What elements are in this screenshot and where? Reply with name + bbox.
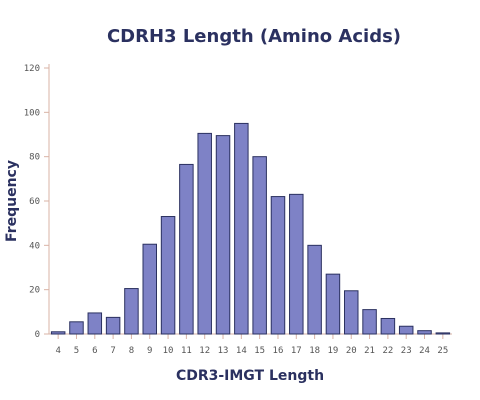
x-tick-label: 24 (419, 346, 430, 356)
x-tick-label: 4 (55, 346, 60, 356)
bar-length-4 (50, 331, 66, 335)
x-tick-label: 7 (110, 346, 115, 356)
x-tick-label: 9 (147, 346, 152, 356)
x-tick-label: 23 (401, 346, 412, 356)
x-tick-label: 18 (309, 346, 320, 356)
y-tick-label: 0 (35, 330, 40, 340)
bar-length-19 (325, 273, 341, 335)
bar-length-18 (307, 244, 322, 335)
x-tick-label: 5 (74, 346, 79, 356)
bar-length-6 (87, 312, 103, 335)
y-tick-label: 40 (29, 241, 40, 251)
x-tick-label: 17 (291, 346, 302, 356)
bar-length-16 (270, 196, 286, 335)
bar-length-10 (160, 216, 176, 335)
bar-length-12 (197, 132, 212, 335)
y-tick-label: 100 (24, 108, 40, 118)
x-axis: 4 5 6 7 8 9 10 11 12 13 14 15 16 17 18 19 20 21 22 23 24 25 (49, 333, 452, 356)
x-tick-label: 14 (236, 346, 247, 356)
x-tick-label: 19 (328, 346, 339, 356)
bar-length-17 (289, 193, 304, 335)
bar-length-23 (398, 325, 414, 335)
x-tick-label: 25 (437, 346, 448, 356)
bar-length-15 (252, 156, 267, 335)
x-tick-label: 13 (218, 346, 229, 356)
x-tick-label: 10 (163, 346, 174, 356)
bar-length-24 (417, 330, 432, 335)
bars (50, 122, 451, 335)
x-axis-title: CDR3-IMGT Length (176, 368, 324, 384)
bar-length-5 (69, 321, 84, 335)
bar-length-22 (380, 317, 396, 335)
y-tick-label: 20 (29, 286, 40, 296)
y-tick-label: 60 (29, 197, 40, 207)
bar-length-21 (362, 309, 377, 335)
bar-length-14 (234, 122, 249, 335)
bar-length-13 (215, 135, 231, 335)
chart-title: CDRH3 Length (Amino Acids) (107, 26, 401, 47)
bar-length-11 (179, 163, 194, 335)
bar-length-8 (124, 288, 139, 335)
x-tick-label: 8 (129, 346, 134, 356)
x-tick-label: 12 (199, 346, 210, 356)
bar-length-7 (105, 316, 121, 335)
bar-length-20 (344, 290, 359, 335)
y-tick-label: 80 (29, 153, 40, 163)
y-tick-label: 120 (24, 64, 40, 74)
y-axis-title: Frequency (4, 160, 20, 242)
x-tick-label: 22 (382, 346, 393, 356)
x-tick-label: 20 (346, 346, 357, 356)
x-tick-label: 6 (92, 346, 97, 356)
bar-length-9 (142, 243, 157, 335)
y-axis: 0 20 40 60 80 100 120 (24, 64, 50, 340)
x-tick-label: 15 (254, 346, 265, 356)
x-tick-label: 11 (181, 346, 192, 356)
x-tick-label: 21 (364, 346, 375, 356)
bar-length-25 (435, 332, 451, 335)
x-tick-label: 16 (273, 346, 284, 356)
